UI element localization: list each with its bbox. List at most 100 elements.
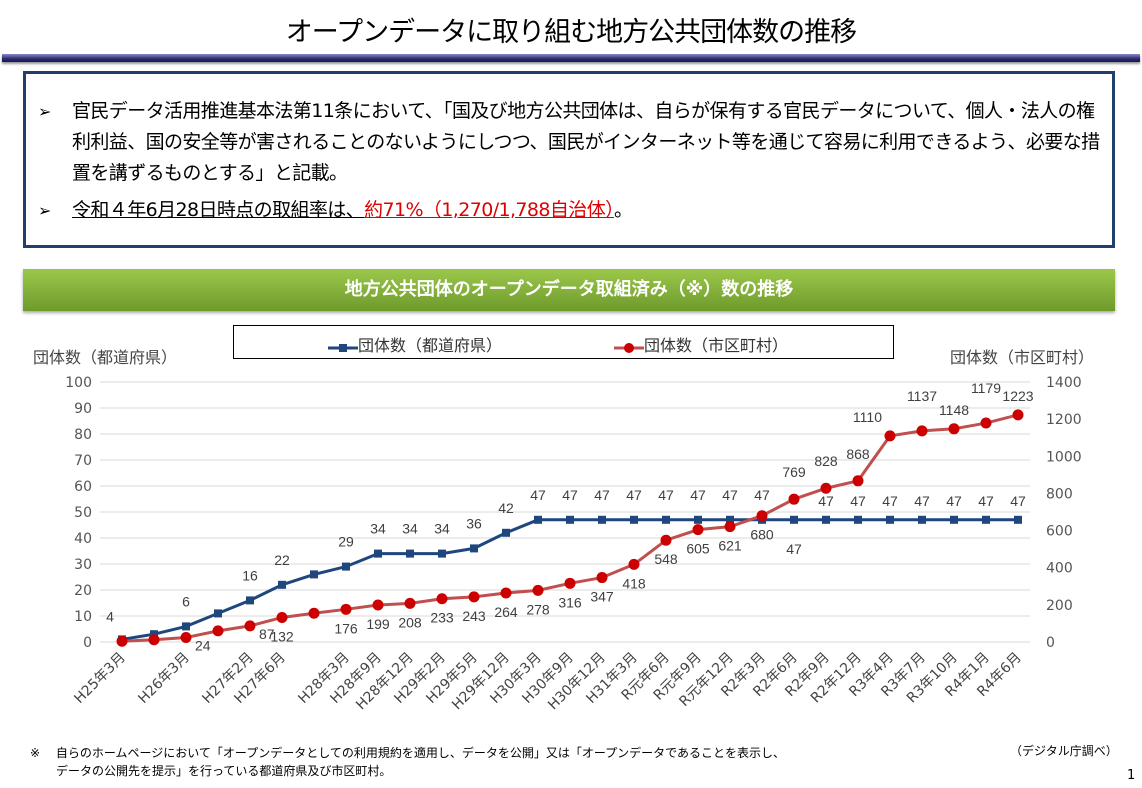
data-point-municipalities [436,593,448,605]
data-point-municipalities [500,587,512,599]
data-label: 1223 [1002,388,1033,404]
data-point-prefectures [438,549,446,558]
data-point-prefectures [918,515,926,524]
data-point-municipalities [340,603,352,615]
data-label: 4 [106,608,114,624]
data-point-prefectures [886,515,894,524]
data-point-prefectures [278,580,286,589]
legend-circle-marker-icon [614,342,644,353]
data-label: 278 [526,601,550,617]
data-label: 47 [754,487,770,503]
right-tick-label: 1000 [1046,449,1082,465]
data-point-municipalities [916,425,928,437]
right-tick-label: 800 [1046,486,1073,502]
data-point-municipalities [276,611,288,623]
data-point-municipalities [884,430,896,442]
x-tick-label: H26年3月 [135,650,192,707]
data-label: 605 [686,541,710,557]
data-point-prefectures [150,630,158,639]
data-point-prefectures [598,515,606,524]
legend-label: 団体数（都道府県） [358,336,503,355]
data-point-prefectures [1014,515,1022,524]
data-label: 22 [274,552,290,568]
data-point-municipalities [692,524,704,536]
data-label: 828 [814,453,838,469]
data-point-municipalities [628,558,640,570]
data-label: 47 [882,493,898,509]
data-label: 621 [718,538,742,554]
data-point-municipalities [180,632,192,644]
data-label: 176 [334,620,358,636]
data-label: 47 [690,487,706,503]
left-tick-label: 20 [74,583,92,599]
data-point-municipalities [148,634,160,646]
data-label: 868 [846,446,870,462]
arrow-bullet-icon: ➢ [38,102,51,121]
data-point-prefectures [502,528,510,537]
bullet-law: ➢ 官民データ活用推進基本法第11条において、「国及び地方公共団体は、自らが保有… [38,96,1102,189]
legend-item-municipalities: 団体数（市区町村） [614,332,788,356]
source-note: （デジタル庁調べ） [1010,744,1118,758]
data-label: 1179 [971,380,1001,396]
data-point-municipalities [404,597,416,609]
left-tick-label: 40 [74,531,92,547]
data-label: 199 [366,616,390,632]
left-axis-title: 団体数（都道府県） [33,348,178,367]
footnote-line1: 自らのホームページにおいて「オープンデータとしての利用規約を適用し、データを公開… [55,746,786,760]
data-point-municipalities [468,591,480,603]
data-label: 316 [558,594,582,610]
data-point-municipalities [244,620,256,632]
data-label: 24 [195,638,211,654]
data-label: 1110 [853,409,882,425]
data-label: 47 [914,493,930,509]
left-tick-label: 70 [74,453,92,469]
footnote-line2: データの公開先を提示」を行っている都道府県及び市区町村。 [56,764,392,778]
bullet-rate: ➢ 令和４年6月28日時点の取組率は、約71%（1,270/1,788自治体）。 [38,195,1102,226]
data-label: 347 [590,589,614,605]
data-label: 132 [270,628,294,644]
data-label: 34 [434,521,450,537]
left-tick-label: 0 [83,635,92,651]
rate-highlight: 約71%（1,270/1,788自治体） [364,199,615,221]
data-label: 47 [946,493,962,509]
data-point-municipalities [564,577,576,589]
data-point-prefectures [534,515,542,524]
data-point-municipalities [308,607,320,619]
data-label: 36 [466,515,482,531]
data-label: 47 [530,487,546,503]
data-label: 16 [242,567,258,583]
data-point-municipalities [788,493,800,505]
data-point-prefectures [854,515,862,524]
data-label: 548 [654,551,678,567]
left-tick-label: 80 [74,427,92,443]
left-tick-label: 60 [74,479,92,495]
data-point-prefectures [822,515,830,524]
data-point-municipalities [756,510,768,522]
data-point-prefectures [342,562,350,571]
data-point-prefectures [310,570,318,579]
right-tick-label: 600 [1046,524,1073,540]
right-tick-label: 1200 [1046,412,1082,428]
chart-banner: 地方公共団体のオープンデータ取組済み（※）数の推移 [23,269,1115,311]
data-point-municipalities [116,635,128,647]
page-number: 1 [1127,768,1136,783]
legend-item-prefectures: 団体数（都道府県） [328,332,502,356]
data-label: 42 [498,500,514,516]
data-label: 208 [398,614,422,630]
page-title: オープンデータに取り組む地方公共団体数の推移 [285,17,857,48]
data-label: 47 [786,541,802,557]
data-point-prefectures [662,515,670,524]
data-point-municipalities [1012,409,1024,421]
left-tick-label: 50 [74,505,92,521]
data-point-municipalities [852,475,864,487]
data-point-municipalities [212,625,224,637]
data-label: 1148 [939,402,969,418]
data-label: 47 [978,493,994,509]
data-point-prefectures [630,515,638,524]
data-label: 418 [622,575,646,591]
data-point-prefectures [406,549,414,558]
data-label: 47 [818,493,834,509]
data-label: 47 [850,493,866,509]
data-label: 29 [338,534,354,550]
